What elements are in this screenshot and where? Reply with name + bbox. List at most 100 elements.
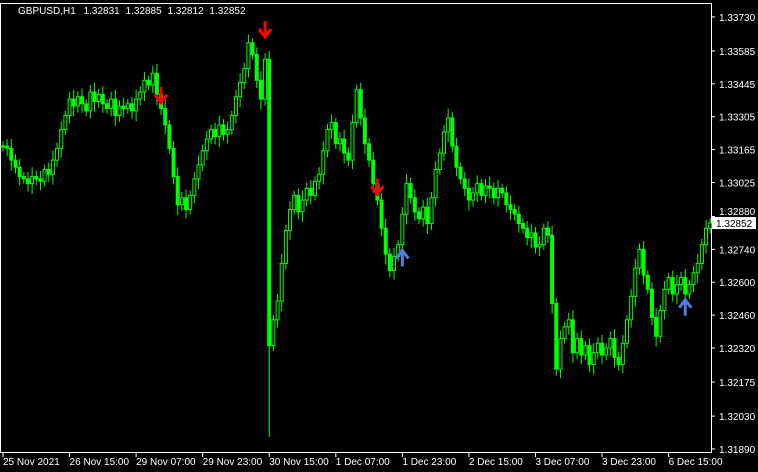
candle [525, 221, 530, 246]
candle [283, 224, 288, 270]
candle-body [471, 192, 476, 201]
candle-body [46, 169, 51, 175]
candle [313, 176, 317, 201]
candle-body [129, 103, 134, 112]
candle-body [550, 234, 555, 304]
candle-body [591, 352, 596, 365]
candle [117, 100, 122, 122]
candle-body [537, 244, 542, 248]
candle-body [204, 138, 209, 152]
close-value: 1.32852 [209, 6, 246, 17]
candle-body [229, 115, 234, 131]
candle-body [308, 187, 313, 196]
candle [254, 47, 259, 89]
candle [496, 180, 501, 207]
candle-body [167, 124, 172, 149]
candle [121, 97, 126, 118]
candle-body [541, 227, 546, 246]
candle [479, 178, 484, 201]
candle [583, 340, 588, 361]
candle-body [641, 248, 646, 276]
candle-body [350, 122, 355, 161]
candle [633, 258, 638, 307]
candle [30, 167, 35, 194]
candle [42, 164, 47, 187]
candle-body [184, 197, 189, 210]
candle [367, 137, 372, 167]
candle-body [662, 288, 667, 311]
candle [258, 70, 263, 110]
candle-body [708, 222, 713, 229]
candle-body [545, 227, 550, 236]
candle [296, 188, 301, 220]
y-tick-label: 1.32175 [719, 378, 756, 389]
candle [125, 99, 130, 114]
candle [346, 147, 351, 167]
candle [516, 205, 521, 233]
candle [454, 137, 459, 177]
candle-body [466, 187, 471, 201]
candle-body [117, 105, 122, 117]
candle-body [454, 145, 459, 168]
candle [541, 223, 546, 250]
candle [491, 182, 496, 205]
candle [275, 293, 280, 328]
candle [387, 248, 392, 277]
candle-body [217, 124, 222, 138]
candle [250, 38, 255, 60]
y-tick-label: 1.33165 [719, 146, 756, 157]
candle [304, 182, 309, 207]
candle [233, 89, 238, 124]
candle [317, 167, 322, 190]
candle [383, 218, 388, 265]
candle [196, 155, 201, 190]
candle [616, 351, 621, 371]
candle [5, 139, 10, 157]
candle-body [329, 122, 334, 131]
candle [263, 53, 268, 106]
candle [192, 171, 197, 204]
candle-body [263, 58, 268, 100]
candle [425, 197, 430, 234]
candle [84, 99, 89, 116]
candle-body [658, 309, 663, 337]
candle [67, 92, 72, 124]
candle-body [379, 199, 384, 229]
candle-body [483, 185, 488, 196]
candle [88, 85, 93, 119]
candle-body [683, 277, 688, 295]
candle-body [146, 79, 151, 86]
candle [441, 124, 446, 161]
candle [450, 112, 455, 153]
candle-body [288, 208, 293, 232]
candle [46, 162, 51, 182]
time-axis[interactable]: 25 Nov 2021 26 Nov 15:00 29 Nov 07:00 29 No… [2, 452, 723, 468]
candle [329, 114, 334, 139]
current-price-box [712, 217, 756, 230]
candle-body [59, 129, 64, 149]
candle-body [304, 187, 309, 201]
candle-body [496, 187, 501, 199]
candle [80, 88, 85, 113]
candle [462, 171, 467, 197]
candle [34, 170, 39, 186]
candle-body [17, 166, 22, 178]
candle-body [88, 91, 93, 112]
candle-body [429, 197, 434, 225]
candle-body [67, 98, 72, 117]
candle [404, 174, 409, 225]
candle [437, 148, 442, 175]
price-axis[interactable]: 1.33730 1.33585 1.33445 1.33305 1.33165 1.330… [711, 13, 756, 456]
candle-body [100, 93, 105, 105]
candle [188, 190, 193, 215]
candle [146, 75, 151, 91]
candle [637, 243, 642, 275]
candle [238, 73, 243, 108]
candle-body [620, 342, 625, 365]
candle-body [292, 194, 297, 210]
sell-arrow-icon [370, 178, 385, 197]
candle-body [579, 338, 584, 356]
candle [512, 203, 517, 221]
